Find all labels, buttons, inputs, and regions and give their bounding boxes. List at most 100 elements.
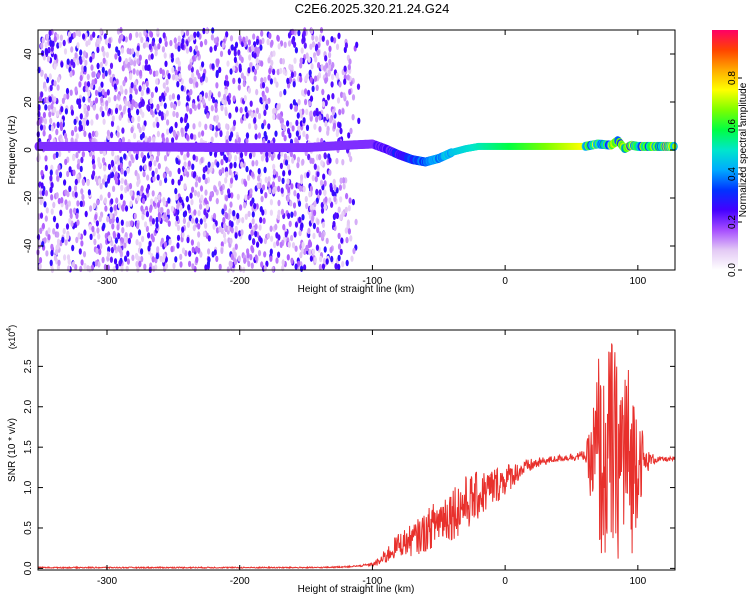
spectrogram-cell bbox=[217, 122, 221, 129]
spectrogram-cell bbox=[159, 255, 163, 263]
spectrogram-cell bbox=[125, 265, 129, 273]
spectrogram-cell bbox=[299, 120, 303, 127]
spectrogram-cell bbox=[175, 74, 179, 82]
spectrogram-cell bbox=[196, 191, 201, 198]
spectrogram-cell bbox=[202, 166, 206, 174]
spectrogram-cell bbox=[118, 37, 122, 44]
spectrogram-cell bbox=[123, 153, 127, 160]
spectrogram-cell bbox=[66, 170, 70, 178]
spectrogram-cell bbox=[269, 225, 273, 232]
spectrogram-cell bbox=[115, 197, 119, 204]
spectrogram-cell bbox=[129, 232, 133, 239]
spectrogram-cell bbox=[234, 66, 238, 73]
spectrogram-cell bbox=[139, 69, 143, 77]
spectrogram-cell bbox=[86, 73, 90, 81]
spectrogram-cell bbox=[217, 91, 221, 98]
spectrogram-cell bbox=[110, 131, 114, 139]
spectrogram-cell bbox=[208, 90, 212, 97]
spectrogram-cell bbox=[247, 67, 251, 74]
spectrogram-cell bbox=[324, 120, 328, 127]
spectrogram-cell bbox=[56, 231, 60, 238]
spectrogram-cell bbox=[160, 114, 164, 121]
spectrogram-cell bbox=[283, 153, 287, 160]
spectrogram-cell bbox=[235, 106, 239, 113]
spectrogram-cell bbox=[335, 130, 339, 138]
spectrogram-cell bbox=[42, 111, 47, 119]
spectrogram-cell bbox=[193, 134, 197, 141]
spectrogram-cell bbox=[100, 96, 104, 104]
spectrogram-cell bbox=[86, 104, 91, 112]
spectrogram-cell bbox=[269, 248, 273, 255]
spectrogram-cell bbox=[329, 117, 333, 124]
spectrogram-cell bbox=[328, 51, 332, 59]
spectrogram-cell bbox=[41, 50, 45, 57]
spectrogram-cell bbox=[307, 89, 311, 97]
spectrogram-cell bbox=[283, 41, 287, 48]
spectrogram-cell bbox=[229, 201, 233, 208]
spectrogram-cell bbox=[291, 38, 295, 45]
spectrogram-cell bbox=[158, 37, 162, 44]
spectrogram-cell bbox=[183, 183, 187, 190]
spectrogram-cell bbox=[174, 43, 178, 50]
spectrogram-cell bbox=[315, 107, 319, 115]
spectrogram-cell bbox=[93, 238, 97, 246]
spectrogram-cell bbox=[102, 72, 106, 80]
spectrogram-cell bbox=[199, 76, 203, 83]
spectrogram-cell bbox=[150, 198, 154, 205]
spectrogram-cell bbox=[221, 167, 225, 174]
spectrogram-cell bbox=[114, 171, 118, 178]
spectrogram-cell bbox=[50, 164, 54, 171]
snr-plot-area bbox=[38, 330, 675, 570]
spectrogram-cell bbox=[108, 107, 112, 115]
spectrogram-cell bbox=[131, 254, 135, 261]
spectrogram-cell bbox=[317, 61, 321, 69]
spectrogram-cell bbox=[233, 258, 238, 266]
spectrogram-cell bbox=[331, 108, 335, 116]
spectrogram-cell bbox=[94, 78, 98, 85]
spectrogram-cell bbox=[176, 242, 180, 249]
spectrogram-cell bbox=[83, 65, 87, 73]
spectrogram-cell bbox=[143, 29, 147, 37]
spectrogram-cell bbox=[154, 196, 158, 203]
spectrogram-cell bbox=[170, 245, 174, 253]
spectrogram-cell bbox=[267, 123, 271, 130]
spectrogram-cell bbox=[38, 257, 43, 264]
spectrogram-cell bbox=[309, 255, 313, 262]
spectrogram-cell bbox=[161, 136, 166, 143]
spectrogram-cell bbox=[276, 68, 280, 76]
spectrogram-cell bbox=[45, 48, 49, 56]
spectrogram-cell bbox=[325, 258, 329, 265]
spectrogram-cell bbox=[163, 212, 167, 219]
spectrogram-cell bbox=[174, 121, 178, 129]
spectrogram-cell bbox=[79, 200, 83, 207]
spectrogram-cell bbox=[85, 40, 89, 47]
spectrogram-cell bbox=[265, 103, 269, 111]
spectrogram-cell bbox=[192, 154, 196, 161]
spectrogram-cell bbox=[48, 73, 52, 80]
spectrogram-cell bbox=[172, 74, 176, 81]
spectrogram-cell bbox=[318, 263, 322, 271]
spectrogram-cell bbox=[140, 36, 144, 43]
spectrogram-cell bbox=[171, 66, 175, 74]
spectrogram-cell bbox=[189, 77, 193, 85]
spectrogram-cell bbox=[63, 254, 67, 261]
spectrogram-cell bbox=[121, 136, 125, 143]
spectrogram-cell bbox=[192, 123, 196, 130]
spectrogram-cell bbox=[146, 87, 150, 94]
spectrogram-cell bbox=[248, 234, 252, 241]
spectrogram-cell bbox=[274, 130, 278, 137]
spectrogram-cell bbox=[164, 176, 168, 184]
spectrogram-cell bbox=[209, 166, 213, 173]
spectrogram-cell bbox=[202, 173, 206, 180]
spectrogram-cell bbox=[270, 59, 274, 67]
spectrogram-cell bbox=[78, 98, 82, 105]
spectrogram-cell bbox=[248, 152, 253, 159]
spectrogram-cell bbox=[300, 265, 304, 272]
spectrogram-cell bbox=[290, 71, 294, 79]
spectrogram-cell bbox=[264, 176, 268, 183]
spectrogram-cell bbox=[113, 83, 117, 90]
spectrogram-cell bbox=[70, 109, 74, 116]
spectrogram-cell bbox=[342, 177, 346, 184]
spectrogram-cell bbox=[128, 160, 132, 167]
spectrogram-cell bbox=[342, 92, 346, 99]
